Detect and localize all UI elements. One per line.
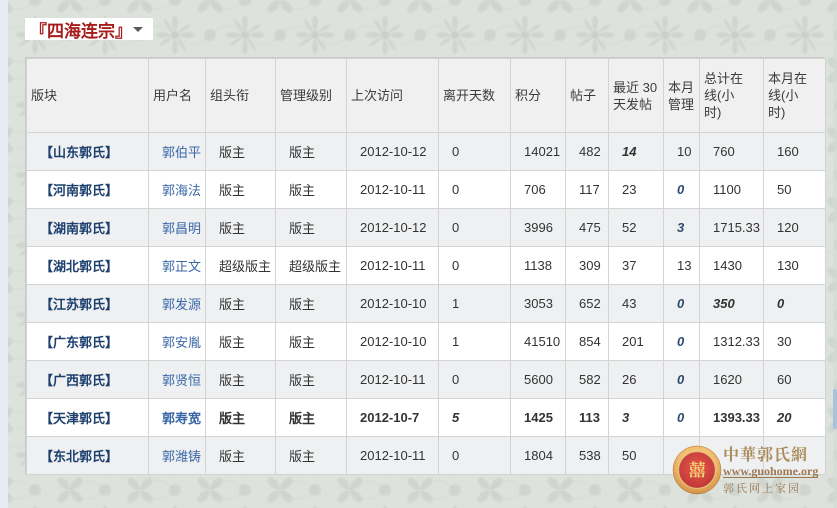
svg-text:囍: 囍 xyxy=(689,456,706,481)
